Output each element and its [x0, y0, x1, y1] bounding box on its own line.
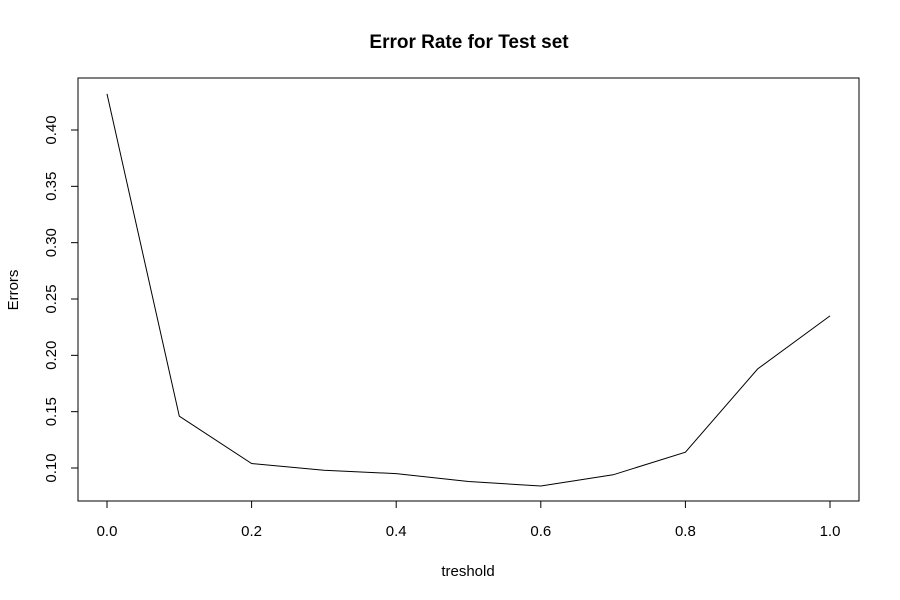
x-tick-label: 0.2 — [241, 523, 262, 540]
y-tick-label: 0.25 — [43, 284, 60, 313]
x-tick-label: 0.6 — [530, 523, 551, 540]
y-tick-label: 0.15 — [43, 397, 60, 426]
series-line — [106, 93, 831, 487]
y-tick-label: 0.10 — [43, 453, 60, 482]
y-tick-label: 0.40 — [43, 115, 60, 144]
x-tick-label: 0.0 — [97, 523, 118, 540]
x-tick-label: 1.0 — [820, 523, 841, 540]
x-tick-label: 0.8 — [675, 523, 696, 540]
x-tick-label: 0.4 — [386, 523, 407, 540]
y-axis: 0.10 0.15 0.20 0.25 0.30 0.35 0.40 — [43, 115, 79, 483]
x-axis: 0.0 0.2 0.4 0.6 0.8 1.0 — [97, 500, 841, 540]
chart-title: Error Rate for Test set — [369, 32, 569, 53]
y-axis-label: Errors — [5, 270, 22, 311]
x-axis-label: treshold — [441, 563, 494, 580]
y-tick-label: 0.35 — [43, 172, 60, 201]
plot-frame — [77, 77, 860, 502]
y-tick-label: 0.20 — [43, 341, 60, 370]
y-tick-label: 0.30 — [43, 228, 60, 257]
